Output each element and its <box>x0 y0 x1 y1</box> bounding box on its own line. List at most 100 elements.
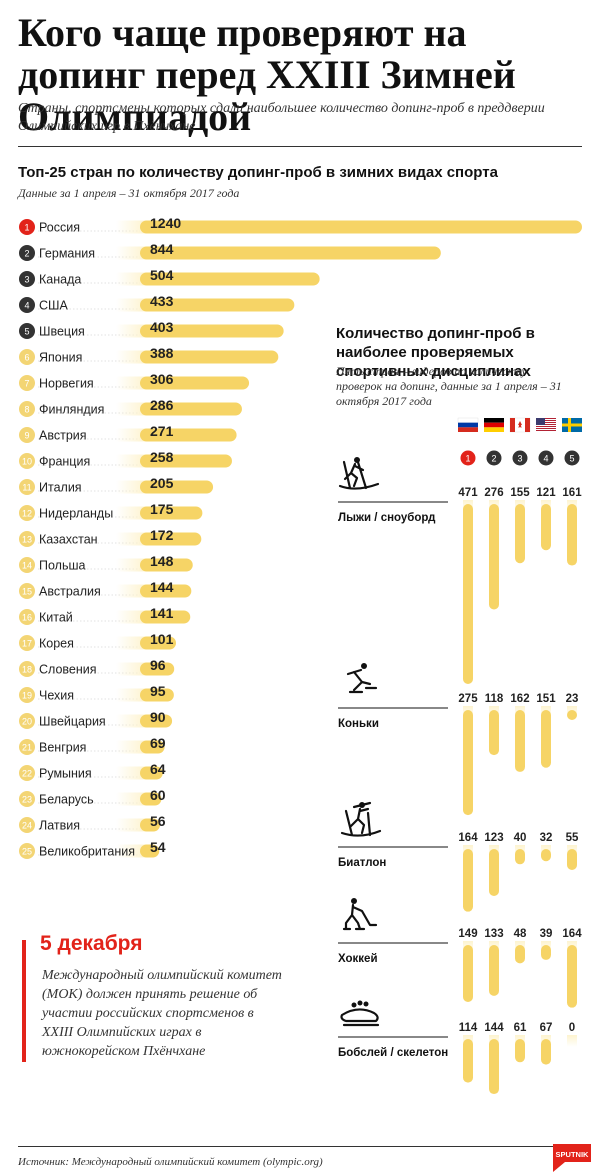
country-label: Латвия <box>39 819 80 833</box>
discipline-bar <box>541 1039 551 1065</box>
bar-fade <box>116 428 146 442</box>
rank-number: 19 <box>22 691 32 701</box>
country-bar <box>140 480 214 494</box>
bar-fade <box>116 402 146 416</box>
country-label: Швеция <box>39 325 85 339</box>
discipline-value: 155 <box>510 487 530 499</box>
bobsleigh-icon <box>340 1000 380 1027</box>
country-bar <box>140 844 160 858</box>
rank-number: 20 <box>22 717 32 727</box>
rank-number: 13 <box>22 535 32 545</box>
discipline-value: 123 <box>484 832 503 844</box>
country-rank-badge <box>512 450 528 466</box>
value-label: 306 <box>150 371 174 387</box>
country-bar <box>140 714 173 728</box>
rank-number: 4 <box>24 301 29 311</box>
country-label: Великобритания <box>39 845 135 859</box>
country-bar <box>140 506 203 520</box>
bar-fade <box>116 766 146 780</box>
discipline-bar <box>515 504 525 564</box>
rank-number: 21 <box>22 743 32 753</box>
discipline-bar <box>489 1039 499 1095</box>
biathlete-icon <box>340 801 382 837</box>
bar-fade <box>116 454 146 468</box>
decision-text: Международный олимпийский комитет (МОК) … <box>42 968 282 1059</box>
accent-line <box>22 940 26 1062</box>
bar-fade <box>116 662 146 676</box>
discipline-label: Лыжи / сноуборд <box>338 512 436 524</box>
country-bar <box>140 558 193 572</box>
discipline-value: 276 <box>484 487 503 499</box>
discipline-value: 118 <box>485 693 504 705</box>
value-label: 144 <box>150 579 174 595</box>
rank-badge <box>19 661 35 677</box>
value-label: 101 <box>150 631 174 647</box>
discipline-bar <box>463 710 473 816</box>
country-label: Словения <box>39 663 97 677</box>
rank-number: 1 <box>24 223 29 233</box>
discipline-bar <box>515 945 525 964</box>
country-bar <box>140 246 441 260</box>
page-title: Кого чаще проверяют на допинг перед XXII… <box>18 10 516 139</box>
rank-number: 2 <box>24 249 29 259</box>
discipline-bar <box>463 1039 473 1083</box>
discipline-value: 67 <box>540 1022 553 1034</box>
bar-fade <box>116 818 146 832</box>
rank-badge <box>19 713 35 729</box>
value-label: 95 <box>150 683 166 699</box>
bar-fade <box>116 532 146 546</box>
rank-number: 15 <box>22 587 32 597</box>
skater-icon <box>346 663 378 694</box>
rank-number: 9 <box>24 431 29 441</box>
rank-badge <box>19 375 35 391</box>
rank-badge <box>19 739 35 755</box>
country-label: Китай <box>39 611 73 625</box>
value-label: 844 <box>150 241 174 257</box>
country-bar <box>140 324 284 338</box>
discipline-value: 164 <box>562 928 582 940</box>
value-label: 56 <box>150 813 166 829</box>
discipline-value: 164 <box>458 832 478 844</box>
bar-fade <box>116 506 146 520</box>
value-label: 1240 <box>150 215 181 231</box>
rank-badge <box>19 349 35 365</box>
country-rank-badge <box>460 450 476 466</box>
discipline-bar <box>463 849 473 912</box>
country-label: Австрия <box>39 429 87 443</box>
rank-badge <box>19 583 35 599</box>
country-label: Польша <box>39 559 85 573</box>
value-label: 175 <box>150 501 174 517</box>
country-label: Финляндия <box>39 403 104 417</box>
value-label: 60 <box>150 787 166 803</box>
russia-flag <box>457 417 479 432</box>
discipline-bar <box>567 945 577 1008</box>
rank-number: 17 <box>22 639 32 649</box>
rank-badge <box>19 505 35 521</box>
discipline-value: 55 <box>566 832 579 844</box>
value-label: 96 <box>150 657 166 673</box>
rank-badge <box>19 843 35 859</box>
rank-badge <box>19 219 35 235</box>
bar-chart-title: Топ-25 стран по количеству допинг-проб в… <box>18 164 498 181</box>
discipline-value: 48 <box>514 928 527 940</box>
country-rank-badge <box>538 450 554 466</box>
value-label: 205 <box>150 475 174 491</box>
value-label: 286 <box>150 397 174 413</box>
bar-fade <box>116 844 146 858</box>
rank-badge <box>19 453 35 469</box>
rank-number: 10 <box>22 457 32 467</box>
bar-fade <box>116 610 146 624</box>
discipline-bar <box>567 710 577 720</box>
country-label: Россия <box>39 221 80 235</box>
decision-date: 5 декабря <box>40 932 143 955</box>
country-label: Австралия <box>39 585 101 599</box>
discipline-value: 471 <box>458 487 478 499</box>
discipline-bar <box>541 504 551 551</box>
discipline-bar <box>463 945 473 1002</box>
country-bar <box>140 662 175 676</box>
country-bar <box>140 740 165 754</box>
value-label: 90 <box>150 709 166 725</box>
value-label: 141 <box>150 605 174 621</box>
country-label: Корея <box>39 637 74 651</box>
